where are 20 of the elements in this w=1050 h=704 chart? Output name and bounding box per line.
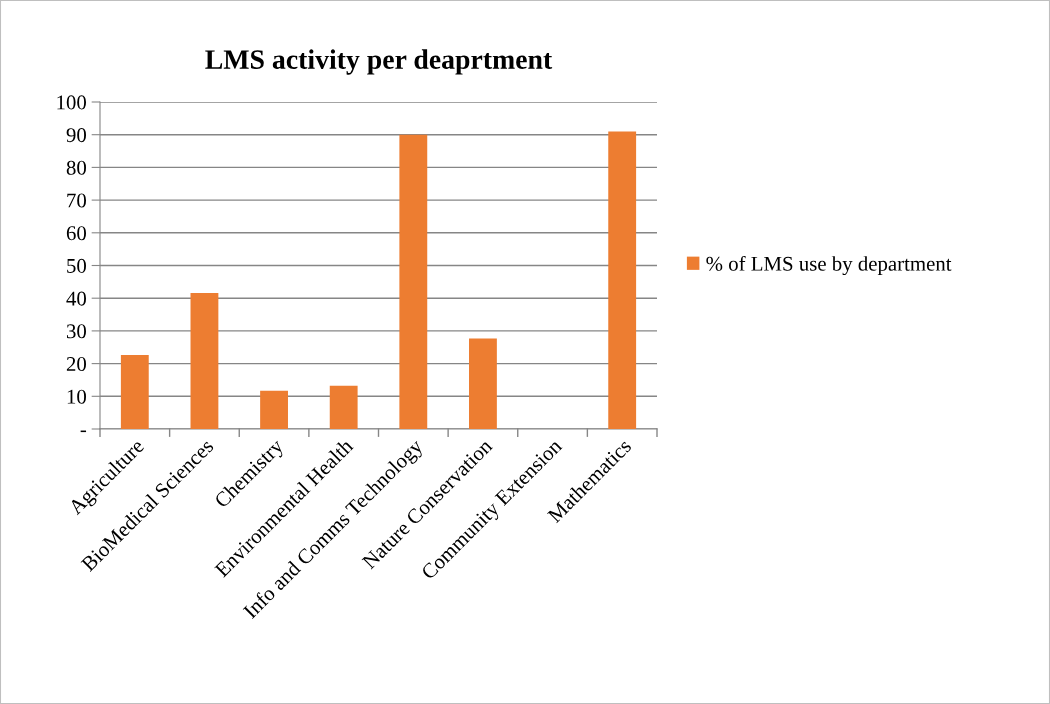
y-tick-label: 90 xyxy=(66,128,87,143)
y-tick-label: 30 xyxy=(66,324,87,339)
y-tick-label: 100 xyxy=(57,95,87,110)
bar xyxy=(469,338,497,429)
y-tick-label: - xyxy=(80,430,87,433)
bar xyxy=(190,292,219,429)
bar xyxy=(260,390,288,429)
bar xyxy=(608,131,637,429)
y-tick-label: 40 xyxy=(66,291,87,306)
y-tick-label: 50 xyxy=(67,258,87,273)
bar xyxy=(399,134,428,429)
y-tick-label: 20 xyxy=(66,356,87,372)
bar xyxy=(329,385,358,429)
chart-title: LMS activity per deaprtment xyxy=(205,49,553,75)
bar xyxy=(120,355,149,429)
y-tick-label: 70 xyxy=(67,193,87,208)
y-tick-label: 10 xyxy=(67,389,87,404)
y-tick-label: 60 xyxy=(66,226,87,241)
y-tick-label: 80 xyxy=(66,160,87,175)
legend-label: % of LMS use by department xyxy=(706,255,952,276)
